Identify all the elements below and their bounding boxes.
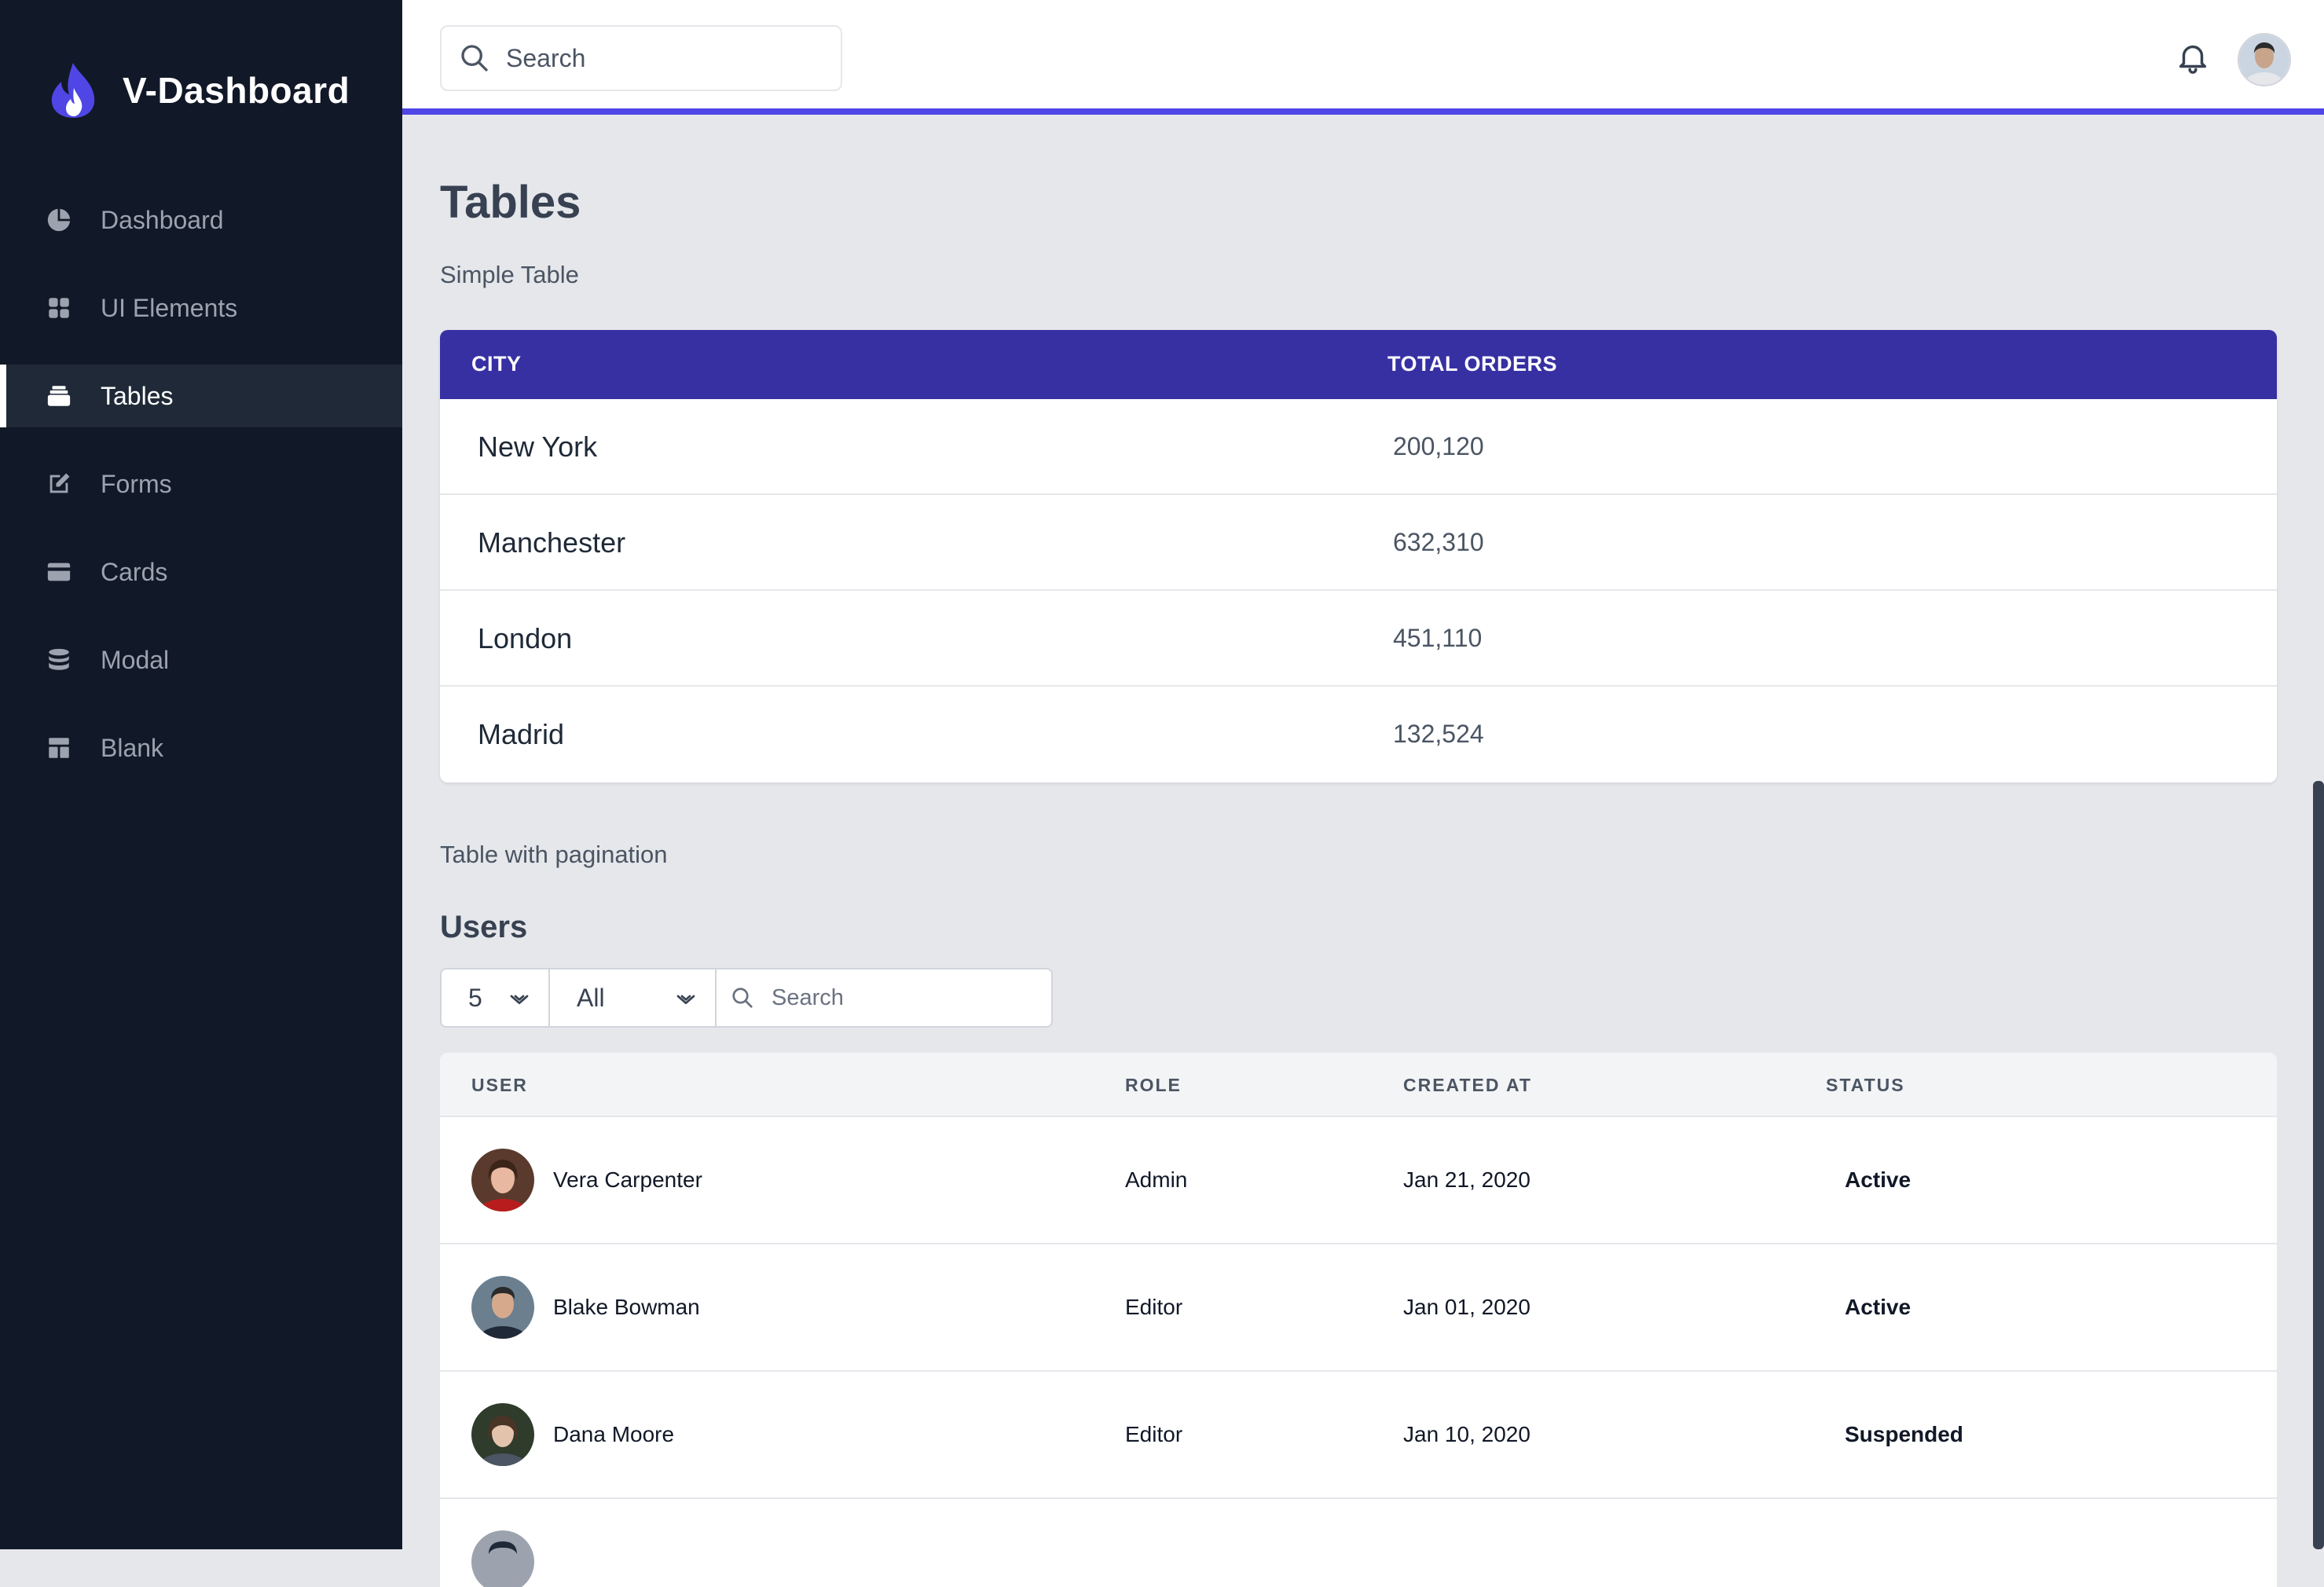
user-avatar[interactable]	[2238, 33, 2291, 86]
table-controls: 5 All	[440, 968, 1053, 1028]
sidebar-item-forms[interactable]: Forms	[0, 453, 402, 515]
chevron-down-icon	[676, 995, 695, 1005]
column-header-user: USER	[471, 1075, 528, 1095]
table-row: Vera Carpenter Admin Jan 21, 2020 Active	[440, 1117, 2277, 1244]
header-search-input[interactable]	[504, 42, 822, 74]
orders-cell: 132,524	[1393, 720, 1484, 748]
column-header-city: CITY	[471, 352, 522, 376]
table-row: Madrid 132,524	[440, 687, 2277, 783]
filter-select[interactable]: All	[550, 968, 717, 1028]
simple-table-label: Simple Table	[440, 261, 579, 288]
orders-cell: 451,110	[1393, 624, 1483, 652]
users-title: Users	[440, 910, 528, 944]
header-search[interactable]	[440, 25, 842, 91]
city-cell: Manchester	[478, 526, 626, 559]
sidebar-item-blank[interactable]: Blank	[0, 717, 402, 779]
brand[interactable]: V-Dashboard	[47, 58, 350, 123]
sidebar-item-label: Forms	[101, 469, 172, 498]
sidebar-item-modal[interactable]: Modal	[0, 629, 402, 691]
sidebar-item-label: UI Elements	[101, 293, 238, 322]
sidebar-item-cards[interactable]: Cards	[0, 541, 402, 603]
page-title: Tables	[440, 177, 581, 228]
user-name: Blake Bowman	[553, 1295, 700, 1319]
user-created-at: Jan 01, 2020	[1403, 1295, 1530, 1319]
column-header-created-at: CREATED AT	[1403, 1075, 1532, 1095]
users-table: USER ROLE CREATED AT STATUS Vera Carpent…	[440, 1053, 2277, 1587]
status-badge: Active	[1845, 1167, 1912, 1192]
user-avatar	[471, 1403, 534, 1466]
table-row: Blake Bowman Editor Jan 01, 2020 Active	[440, 1244, 2277, 1372]
orders-cell: 632,310	[1393, 528, 1484, 556]
user-role: Admin	[1125, 1167, 1188, 1192]
top-bar	[402, 0, 2324, 115]
layers-icon	[46, 383, 72, 409]
flame-logo-icon	[51, 63, 95, 118]
users-search-input[interactable]	[770, 984, 1040, 1012]
edit-icon	[46, 471, 72, 497]
user-role: Editor	[1125, 1295, 1183, 1319]
grid-icon	[46, 295, 72, 321]
user-name: Vera Carpenter	[553, 1167, 702, 1192]
user-name: Dana Moore	[553, 1422, 675, 1446]
page-size-select[interactable]: 5	[440, 968, 550, 1028]
brand-name: V-Dashboard	[123, 70, 350, 111]
users-table-header: USER ROLE CREATED AT STATUS	[440, 1053, 2277, 1117]
column-header-total-orders: TOTAL ORDERS	[1387, 352, 1558, 376]
column-header-status: STATUS	[1826, 1075, 1905, 1095]
user-role: Editor	[1125, 1422, 1183, 1446]
table-row: Dana Moore Editor Jan 10, 2020 Suspended	[440, 1372, 2277, 1499]
user-created-at: Jan 21, 2020	[1403, 1167, 1530, 1192]
column-header-role: ROLE	[1125, 1075, 1182, 1095]
bell-icon[interactable]	[2175, 39, 2211, 75]
sidebar-nav: Dashboard UI Elements Tables Forms Cards	[0, 189, 402, 804]
filter-value: All	[577, 983, 605, 1012]
sidebar-item-label: Tables	[101, 381, 174, 410]
search-icon	[461, 45, 488, 71]
table-row: London 451,110	[440, 591, 2277, 687]
chevron-down-icon	[510, 995, 529, 1005]
pie-chart-icon	[46, 207, 72, 233]
sidebar-item-ui-elements[interactable]: UI Elements	[0, 277, 402, 339]
city-cell: New York	[478, 431, 598, 463]
pagination-table-label: Table with pagination	[440, 841, 668, 868]
city-cell: London	[478, 622, 573, 654]
simple-table-header: CITY TOTAL ORDERS	[440, 330, 2277, 399]
layout-icon	[46, 735, 72, 761]
simple-table: CITY TOTAL ORDERS New York 200,120 Manch…	[440, 330, 2277, 783]
user-created-at: Jan 10, 2020	[1403, 1422, 1530, 1446]
sidebar: V-Dashboard Dashboard UI Elements Tables…	[0, 0, 402, 1549]
search-icon	[732, 988, 753, 1008]
user-avatar	[471, 1276, 534, 1339]
credit-card-icon	[46, 559, 72, 585]
sidebar-item-dashboard[interactable]: Dashboard	[0, 189, 402, 251]
table-row: New York 200,120	[440, 399, 2277, 495]
page-size-value: 5	[468, 983, 482, 1012]
sidebar-item-label: Cards	[101, 557, 168, 586]
user-avatar	[471, 1530, 534, 1587]
status-badge: Suspended	[1845, 1422, 1963, 1446]
table-row: Manchester 632,310	[440, 495, 2277, 591]
orders-cell: 200,120	[1393, 432, 1484, 460]
user-avatar	[471, 1149, 534, 1211]
sidebar-item-tables[interactable]: Tables	[0, 365, 402, 427]
sidebar-item-label: Dashboard	[101, 205, 224, 234]
users-search[interactable]	[717, 968, 1053, 1028]
scrollbar-thumb[interactable]	[2313, 781, 2324, 1549]
sidebar-item-label: Blank	[101, 733, 164, 762]
database-icon	[46, 647, 72, 673]
city-cell: Madrid	[478, 718, 565, 750]
table-row	[440, 1499, 2277, 1587]
status-badge: Active	[1845, 1295, 1912, 1319]
sidebar-item-label: Modal	[101, 645, 170, 674]
